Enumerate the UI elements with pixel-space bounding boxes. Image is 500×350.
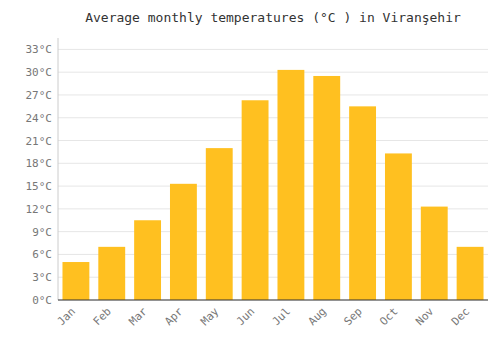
y-axis-line	[58, 38, 59, 300]
bars	[62, 70, 483, 300]
y-tick-label: 27°C	[26, 89, 53, 102]
x-tick-label: Mar	[126, 305, 150, 329]
y-tick-label: 3°C	[32, 271, 52, 284]
bar	[206, 148, 233, 300]
y-tick-label: 6°C	[32, 248, 52, 261]
grid-line	[58, 94, 488, 95]
y-tick-label: 12°C	[26, 203, 53, 216]
grid	[58, 49, 488, 300]
x-tick-label: Apr	[162, 305, 186, 329]
x-tick-label: Oct	[377, 305, 400, 328]
y-tick-label: 15°C	[26, 180, 53, 193]
bar	[457, 247, 484, 300]
grid-line	[58, 300, 488, 301]
bar	[242, 100, 269, 300]
grid-line	[58, 49, 488, 50]
x-tick-label: Jun	[234, 305, 257, 328]
y-tick-label: 30°C	[26, 66, 53, 79]
grid-line	[58, 163, 488, 164]
grid-line	[58, 72, 488, 73]
bar	[170, 184, 197, 300]
y-tick-label: 18°C	[26, 157, 53, 170]
y-tick-label: 24°C	[26, 112, 53, 125]
y-tick-label: 21°C	[26, 135, 53, 148]
x-tick-label: Dec	[449, 305, 472, 328]
y-tick-label: 33°C	[26, 43, 53, 56]
grid-line	[58, 186, 488, 187]
bar	[349, 106, 376, 300]
bar	[421, 207, 448, 300]
bar	[385, 153, 412, 300]
bar	[62, 262, 89, 300]
bar	[134, 220, 161, 300]
y-axis: 0°C 3°C 6°C 9°C 12°C 15°C 18°C 21°C 24°C 27°C 30°C…	[26, 38, 59, 307]
x-tick-label: Nov	[413, 305, 437, 329]
bar	[277, 70, 304, 300]
chart-container: Average monthly temperatures (°C ) in Vi…	[0, 0, 500, 350]
x-tick-label: Jan	[55, 305, 78, 328]
x-tick-label: Jul	[270, 305, 293, 328]
title: Average monthly temperatures (°C ) in Vi…	[85, 10, 461, 25]
chart-svg: Average monthly temperatures (°C ) in Vi…	[0, 0, 500, 350]
x-axis: Jan Feb Mar Apr May Jun Jul Aug Sep Oct Nov Dec	[55, 300, 488, 328]
x-tick-label: Sep	[341, 305, 364, 328]
grid-line	[58, 140, 488, 141]
x-tick-label: Aug	[306, 305, 329, 328]
bar	[98, 247, 125, 300]
bar	[313, 76, 340, 300]
x-tick-label: Feb	[91, 305, 114, 328]
grid-line	[58, 117, 488, 118]
x-tick-label: May	[198, 305, 222, 329]
y-tick-label: 0°C	[32, 294, 52, 307]
y-tick-label: 9°C	[32, 226, 52, 239]
x-axis-line	[58, 300, 488, 301]
